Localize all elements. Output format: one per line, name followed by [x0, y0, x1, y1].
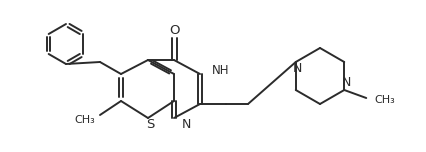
- Text: N: N: [293, 62, 302, 76]
- Text: N: N: [182, 117, 191, 131]
- Text: CH₃: CH₃: [374, 95, 395, 105]
- Text: NH: NH: [212, 64, 230, 78]
- Text: S: S: [146, 119, 154, 131]
- Text: N: N: [342, 76, 351, 90]
- Text: O: O: [169, 24, 179, 38]
- Text: CH₃: CH₃: [74, 115, 95, 125]
